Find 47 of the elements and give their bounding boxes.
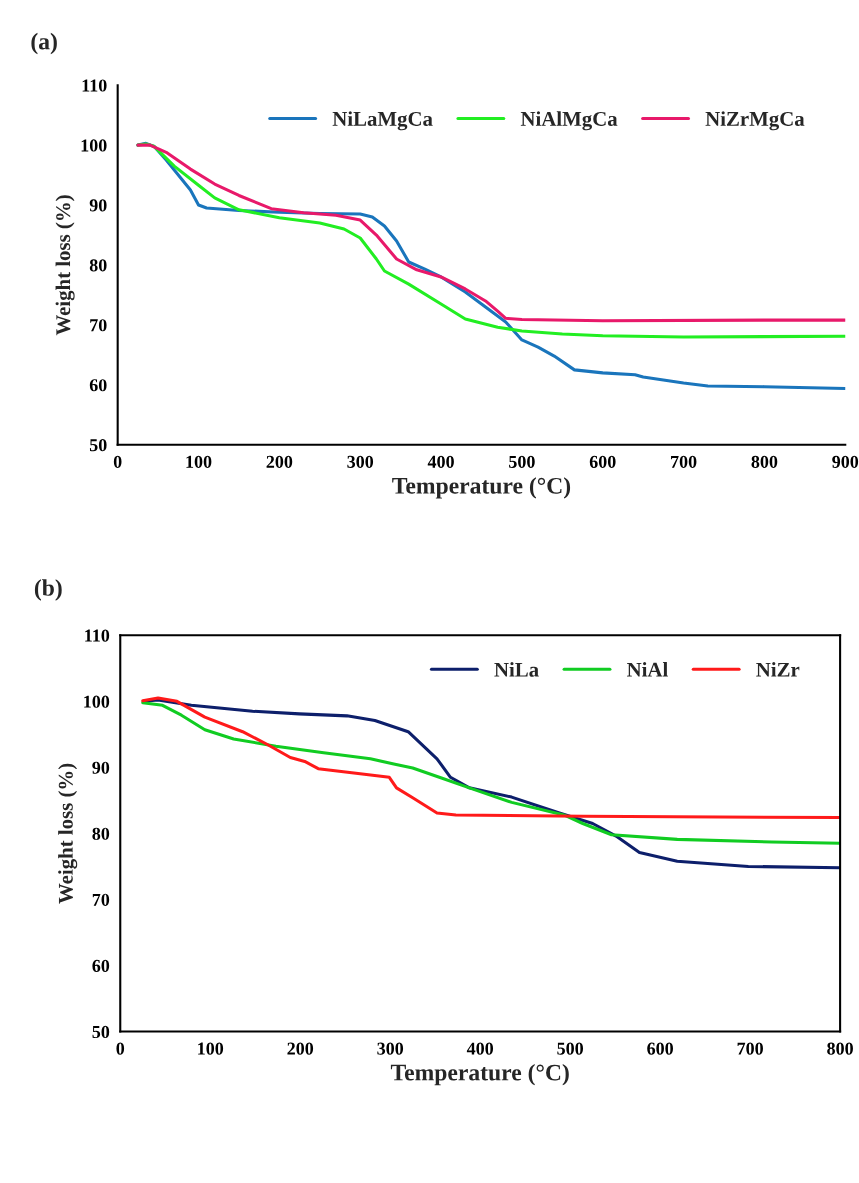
legend-label: NiAl — [627, 662, 668, 677]
y-tick-label: 110 — [85, 629, 110, 642]
x-tick-label: 900 — [832, 455, 859, 468]
chart-title: (a) — [31, 32, 57, 55]
x-tick-label: 0 — [113, 455, 122, 468]
x-tick-label: 600 — [647, 1042, 673, 1055]
y-tick-label: 90 — [92, 761, 110, 774]
x-tick-label: 700 — [737, 1042, 763, 1055]
x-tick-label: 200 — [287, 1042, 314, 1055]
y-axis-title: Weight loss (%) — [58, 763, 78, 904]
chart-title: (b) — [34, 579, 62, 601]
y-tick-label: 80 — [92, 827, 110, 840]
x-tick-label: 400 — [466, 1042, 494, 1055]
x-tick-label: 100 — [198, 1042, 224, 1055]
y-tick-label: 60 — [92, 959, 110, 972]
x-tick-label: 300 — [377, 1042, 404, 1055]
legend-label: NiZrMgCa — [705, 111, 805, 131]
y-tick-label: 90 — [89, 199, 107, 212]
x-axis-title: Temperature (°C) — [390, 1063, 569, 1086]
x-tick-label: 800 — [827, 1042, 853, 1055]
x-tick-label: 800 — [751, 455, 778, 468]
y-tick-label: 100 — [84, 695, 110, 708]
y-tick-label: 60 — [89, 379, 107, 392]
y-tick-label: 80 — [89, 259, 107, 272]
y-tick-label: 50 — [89, 439, 107, 452]
x-axis-title: Temperature (°C) — [392, 477, 571, 499]
y-tick-label: 70 — [90, 319, 107, 332]
x-tick-label: 500 — [509, 455, 535, 468]
y-axis-title: Weight loss (%) — [55, 195, 75, 336]
x-tick-label: 500 — [557, 1042, 584, 1055]
legend-label: NiAlMgCa — [520, 111, 618, 131]
x-tick-label: 0 — [116, 1042, 125, 1055]
y-tick-label: 70 — [92, 893, 110, 906]
line-series — [141, 696, 841, 820]
x-tick-label: 700 — [671, 455, 697, 468]
legend-label: NiLa — [494, 662, 539, 677]
x-tick-label: 600 — [589, 455, 616, 468]
x-tick-label: 300 — [347, 455, 374, 468]
x-tick-label: 200 — [266, 455, 293, 468]
legend-label: NiLaMgCa — [332, 111, 433, 131]
y-tick-label: 110 — [82, 79, 107, 92]
x-tick-label: 100 — [186, 455, 212, 468]
line-series — [141, 701, 841, 845]
legend-label: NiZr — [756, 662, 800, 677]
x-tick-label: 400 — [427, 455, 454, 468]
y-tick-label: 100 — [81, 139, 107, 152]
y-tick-label: 50 — [92, 1025, 110, 1039]
